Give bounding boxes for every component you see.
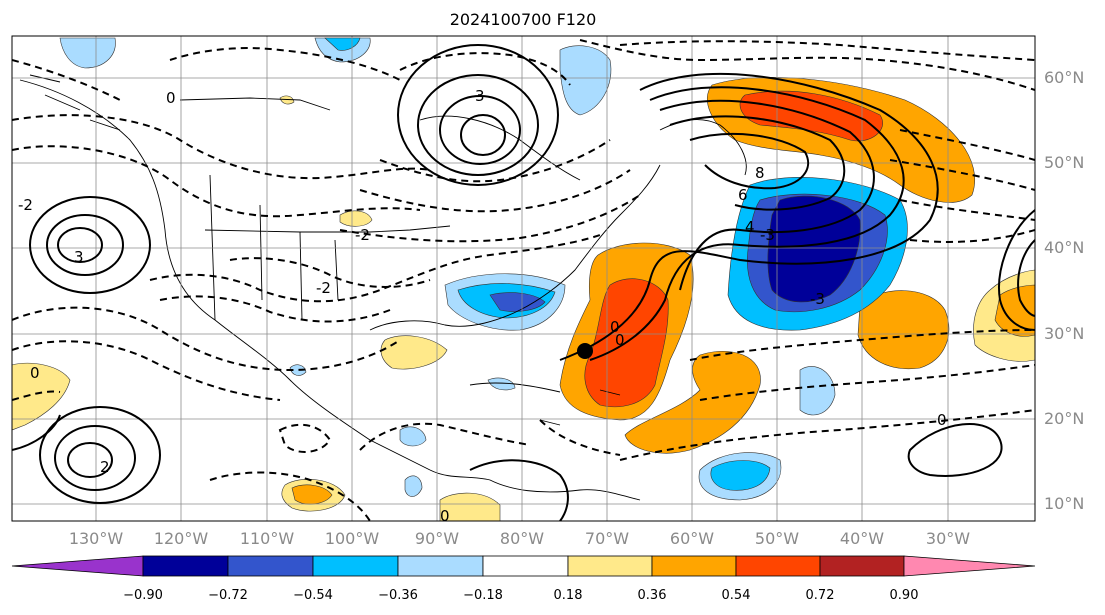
lat-label-60n: 60°N [1044,68,1085,87]
lon-label-50w: 50°W [754,529,800,548]
colorbar-swatch [142,555,229,577]
colorbar-swatch [735,555,821,577]
storm-center-marker [577,343,593,359]
contour-label: 0 [610,318,620,336]
graticule [12,36,1035,521]
contour-label: -2 [316,279,331,297]
colorbar-swatch [651,555,737,577]
colorbar-tick: −0.18 [463,588,503,603]
contour-label: 0 [30,364,40,382]
colorbar-tick: −0.54 [293,588,333,603]
colorbar-tick: 0.54 [721,588,751,603]
colorbar-swatch [312,555,399,577]
colorbar-swatch [482,555,569,577]
colorbar-swatch [567,555,653,577]
contour-label: -2 [18,196,33,214]
colorbar-tick: 0.72 [805,588,835,603]
lon-label-100w: 100°W [324,529,380,548]
contour-labels: 3 2 3 8 6 4 -3 -3 -2 -2 0 0 0 0 0 0 -2 [18,87,947,525]
lon-label-130w: 130°W [68,529,124,548]
colorbar-tick: −0.90 [123,588,163,603]
anomaly-shading [12,37,1035,521]
colorbar-tick: 0.90 [889,588,919,603]
contour-label: 6 [738,186,748,204]
dashed-contours [12,39,1035,521]
contour-label: 3 [475,87,485,105]
lat-label-20n: 20°N [1044,409,1085,428]
lon-label-80w: 80°W [499,529,545,548]
colorbar-min-triangle [11,555,144,577]
lon-label-60w: 60°W [669,529,715,548]
lat-label-50n: 50°N [1044,153,1085,172]
lat-label-30n: 30°N [1044,324,1085,343]
lat-label-10n: 10°N [1044,494,1085,513]
lon-label-30w: 30°W [925,529,971,548]
colorbar-tick: −0.72 [208,588,248,603]
lon-label-90w: 90°W [414,529,460,548]
contour-label: 8 [755,164,765,182]
contour-label: 0 [937,411,947,429]
contour-label: -3 [810,290,825,308]
solid-contours [12,44,1035,521]
lon-label-40w: 40°W [839,529,885,548]
colorbar-max-triangle [903,555,1036,577]
colorbar-tick: 0.18 [553,588,583,603]
contour-label: -3 [760,226,775,244]
map-title: 2024100700 F120 [449,10,597,29]
contour-label: -2 [355,226,370,244]
colorbar-swatch [819,555,905,577]
contour-label: 4 [745,218,755,236]
contour-label: 0 [166,89,176,107]
colorbar-swatch [227,555,314,577]
lon-label-120w: 120°W [153,529,209,548]
lon-label-70w: 70°W [584,529,630,548]
contour-label: 2 [100,458,110,476]
colorbar-tick: −0.36 [378,588,418,603]
lon-label-110w: 110°W [239,529,295,548]
lat-label-40n: 40°N [1044,238,1085,257]
contour-label: 0 [440,507,450,525]
map-frame [11,35,1036,522]
contour-label: 3 [74,248,84,266]
colorbar [11,555,1036,577]
colorbar-swatch [397,555,484,577]
contour-label: 0 [615,331,625,349]
colorbar-tick: 0.36 [637,588,667,603]
